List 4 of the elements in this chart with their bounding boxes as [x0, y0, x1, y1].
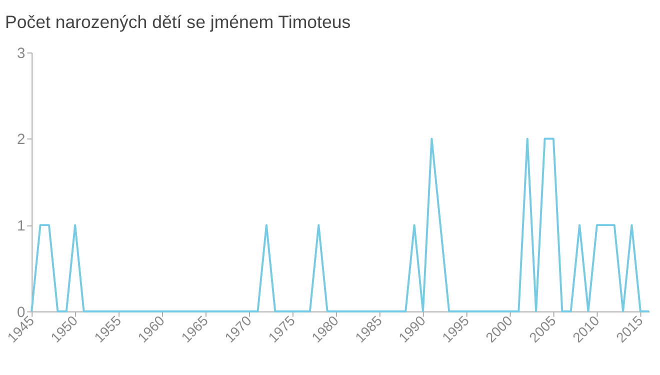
y-tick-label: 3 [16, 46, 26, 62]
chart-title: Počet narozených dětí se jménem Timoteus [4, 12, 351, 32]
y-tick-label: 2 [16, 132, 26, 148]
y-tick-label: 1 [16, 218, 26, 235]
